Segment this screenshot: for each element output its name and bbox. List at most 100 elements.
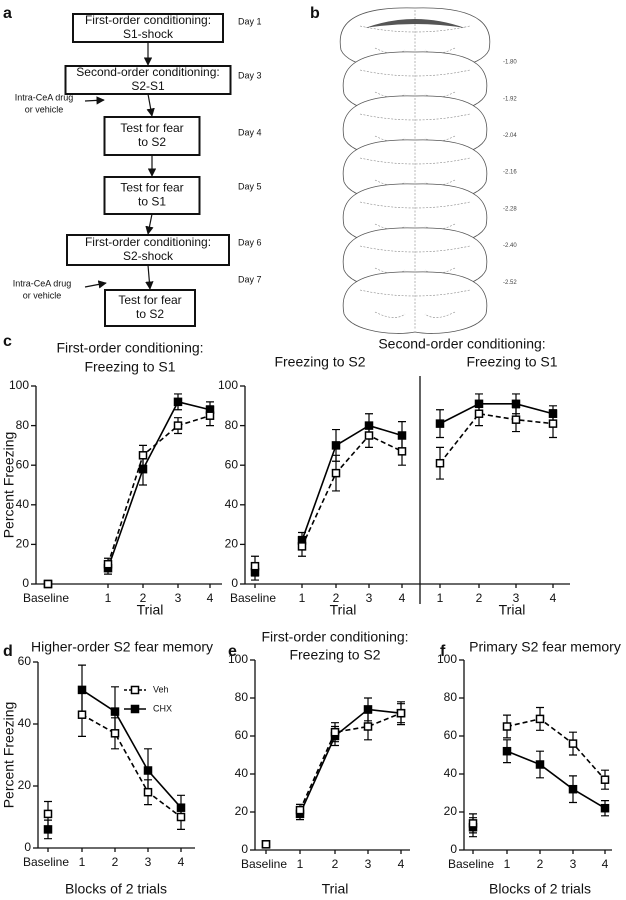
chart-subtitle: Freezing to S1 <box>84 359 175 375</box>
y-tick-label: 20 <box>235 804 249 818</box>
flow-arrow <box>146 93 155 117</box>
marker <box>535 760 545 769</box>
legend-marker <box>130 704 140 714</box>
marker <box>43 809 53 819</box>
marker <box>331 468 341 478</box>
day-label: Day 6 <box>238 237 262 247</box>
y-tick-label: 100 <box>218 378 238 392</box>
marker <box>43 579 53 589</box>
x-axis-title: Blocks of 2 trials <box>489 881 591 897</box>
marker <box>474 399 484 409</box>
series-line <box>506 718 606 781</box>
day-label: Day 1 <box>238 16 262 26</box>
x-tick-label: 1 <box>437 591 444 605</box>
x-tick-label: 1 <box>105 591 112 605</box>
brain-detail <box>359 274 471 330</box>
marker <box>364 421 374 430</box>
y-tick-label: 60 <box>225 457 239 471</box>
x-tick-label: 2 <box>140 591 147 605</box>
flow-text: to S2 <box>138 135 166 149</box>
chart-title: Higher-order S2 fear memory <box>31 639 213 655</box>
marker <box>176 812 186 822</box>
section-label: -2.28 <box>503 206 517 212</box>
flow-text: Test for fear <box>118 293 181 307</box>
x-tick-label: 4 <box>602 857 609 871</box>
y-tick-label: 20 <box>16 537 30 551</box>
marker <box>173 397 183 407</box>
x-tick-label: 3 <box>175 591 182 605</box>
flow-arrow <box>145 264 154 290</box>
series-line <box>506 750 606 809</box>
marker <box>143 766 153 775</box>
x-tick-label: 1 <box>504 857 511 871</box>
brain-detail <box>359 54 471 110</box>
flow-text: to S1 <box>138 195 166 209</box>
y-tick-label: 20 <box>18 778 32 792</box>
y-tick-label: 100 <box>9 378 29 392</box>
input-text: or vehicle <box>25 104 64 114</box>
marker <box>261 840 271 849</box>
marker <box>511 399 521 409</box>
marker <box>468 819 478 828</box>
y-tick-label: 20 <box>225 537 239 551</box>
x-tick-label: 3 <box>365 857 372 871</box>
brain-ventricle <box>365 19 465 28</box>
x-tick-label: 3 <box>513 591 520 605</box>
y-tick-label: 80 <box>444 690 458 704</box>
flow-text: Test for fear <box>120 121 183 135</box>
x-tick-label: Baseline <box>23 591 69 605</box>
y-tick-label: 40 <box>444 766 458 780</box>
marker <box>511 415 521 424</box>
y-tick-label: 60 <box>16 457 30 471</box>
panel-label: a <box>3 5 12 22</box>
y-tick-label: 80 <box>225 418 239 432</box>
x-tick-label: 2 <box>476 591 483 605</box>
marker <box>397 447 407 456</box>
day-label: Day 5 <box>238 181 262 191</box>
marker <box>138 451 148 460</box>
x-tick-label: Baseline <box>230 591 276 605</box>
flow-text: S2-S1 <box>131 79 165 93</box>
flow-text: Test for fear <box>120 181 183 195</box>
series-line <box>439 403 554 425</box>
marker <box>568 784 578 794</box>
flow-box <box>72 13 224 43</box>
x-tick-label: Baseline <box>448 857 494 871</box>
legend-label: CHX <box>153 703 172 713</box>
marker <box>435 458 445 468</box>
day-label: Day 7 <box>238 274 262 284</box>
y-tick-label: 40 <box>225 497 239 511</box>
series-line <box>299 708 402 815</box>
flow-text: First-order conditioning: <box>85 13 211 27</box>
brain-detail <box>359 142 471 198</box>
marker <box>396 708 406 718</box>
y-tick-label: 100 <box>437 652 457 666</box>
marker <box>568 739 578 748</box>
x-tick-label: 4 <box>399 591 406 605</box>
x-tick-label: 4 <box>178 855 185 869</box>
x-tick-label: 3 <box>145 855 152 869</box>
series-line <box>299 712 402 811</box>
y-tick-label: 0 <box>22 576 29 590</box>
y-axis-title: Percent Freezing <box>1 702 17 809</box>
x-tick-label: 1 <box>297 857 304 871</box>
marker <box>502 722 512 731</box>
x-tick-label: 1 <box>299 591 306 605</box>
section-label: -2.16 <box>503 170 517 176</box>
marker <box>331 441 341 450</box>
x-axis-title: Trial <box>322 881 349 897</box>
input-arrow <box>84 96 105 105</box>
marker <box>364 431 374 440</box>
y-tick-label: 100 <box>228 652 248 666</box>
brain-detail <box>359 98 471 154</box>
flow-text: S1-shock <box>123 27 174 41</box>
y-tick-label: 0 <box>241 842 248 856</box>
marker <box>363 722 373 731</box>
panel-label: f <box>440 643 446 660</box>
day-label: Day 3 <box>238 70 262 80</box>
flow-arrow <box>145 213 154 235</box>
marker <box>397 431 407 440</box>
y-tick-label: 0 <box>231 576 238 590</box>
series-line <box>107 414 211 565</box>
marker <box>173 421 183 430</box>
